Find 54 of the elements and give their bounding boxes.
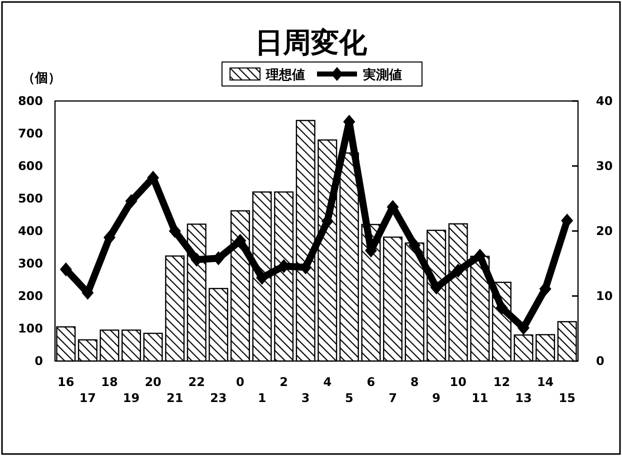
x-tick-label: 2 <box>280 375 288 389</box>
point <box>452 264 464 278</box>
x-tick-label: 4 <box>323 375 332 389</box>
x-tick-label: 12 <box>493 375 510 389</box>
legend-label: 理想値 <box>265 67 305 83</box>
point <box>474 248 486 263</box>
x-tick-label: 3 <box>301 391 310 405</box>
point <box>103 230 116 244</box>
x-tick-label: 10 <box>450 375 466 389</box>
point <box>125 194 138 208</box>
point <box>496 300 508 315</box>
y-tick-label: 100 <box>18 322 43 336</box>
x-tick-label: 19 <box>122 391 140 405</box>
x-tick-label: 16 <box>58 375 74 389</box>
x-tick-label: 13 <box>515 391 532 405</box>
x-tick-label: 21 <box>166 391 184 405</box>
chart-title: 日周変化 <box>255 26 368 59</box>
point <box>256 270 268 285</box>
point <box>430 280 442 295</box>
y-tick-label: 800 <box>18 94 43 108</box>
legend-label: 実測値 <box>362 67 402 83</box>
x-tick-label: 15 <box>558 391 576 405</box>
y2-tick-label: 30 <box>596 159 613 173</box>
y2-tick-label: 20 <box>596 224 613 238</box>
point <box>408 238 421 252</box>
x-tick-label: 6 <box>366 375 376 389</box>
x-tick-label: 11 <box>472 391 488 405</box>
x-tick-label: 9 <box>432 391 441 405</box>
x-tick-label: 17 <box>79 391 96 405</box>
x-tick-label: 1 <box>258 391 266 405</box>
y-axis-title: （個） <box>22 71 61 86</box>
x-tick-label: 0 <box>236 375 244 389</box>
point <box>518 320 530 335</box>
point <box>168 224 181 238</box>
y-tick-label: 700 <box>18 126 43 140</box>
y2-tick-label: 40 <box>596 94 613 108</box>
x-tick-label: 14 <box>536 375 554 389</box>
y2-tick-label: 10 <box>596 289 613 303</box>
x-tick-label: 18 <box>101 375 118 389</box>
y-tick-label: 500 <box>18 192 43 206</box>
y-tick-label: 200 <box>18 289 43 303</box>
x-tick-label: 8 <box>410 375 419 389</box>
x-tick-label: 5 <box>345 391 354 405</box>
y2-tick-label: 0 <box>596 354 604 368</box>
y-tick-label: 400 <box>18 224 43 238</box>
y-tick-label: 300 <box>18 256 43 270</box>
y-tick-label: 0 <box>34 354 43 368</box>
x-tick-label: 22 <box>188 375 205 389</box>
point <box>234 234 246 248</box>
point <box>60 262 72 276</box>
x-tick-label: 7 <box>388 391 397 405</box>
x-tick-label: 23 <box>210 391 227 405</box>
x-tick-label: 20 <box>144 375 162 389</box>
y-tick-label: 600 <box>18 159 43 173</box>
